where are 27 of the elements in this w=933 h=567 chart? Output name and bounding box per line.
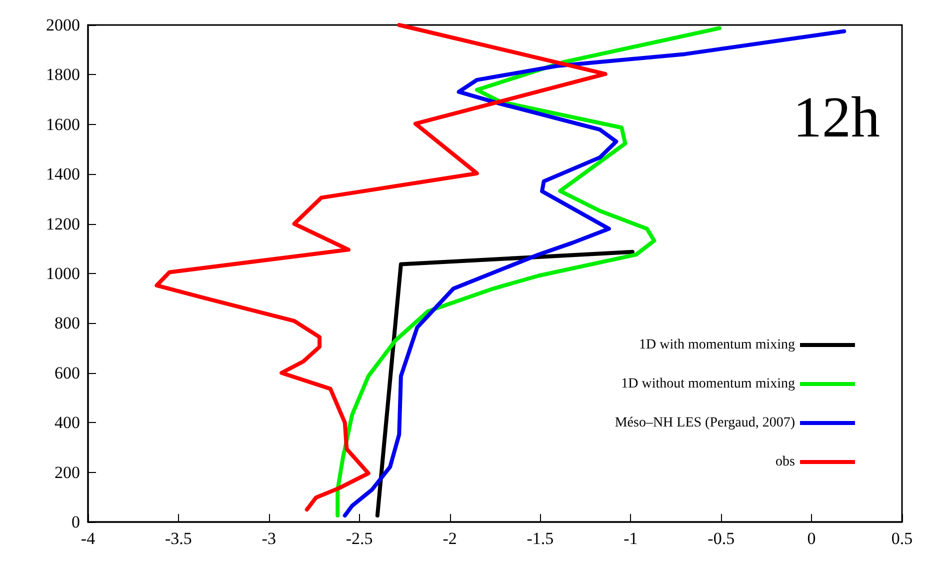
y-tick-label: 200 [54, 462, 80, 482]
x-tick-label: -2 [442, 529, 457, 548]
y-tick-label: 1600 [46, 114, 80, 134]
x-tick-label: -2.5 [346, 529, 373, 548]
y-tick-label: 1800 [46, 65, 80, 84]
y-tick-label: 0 [72, 512, 80, 532]
x-tick-label: -0.5 [708, 529, 735, 548]
x-tick-label: -4 [80, 529, 96, 548]
x-tick-label: -1.5 [526, 529, 554, 548]
annotation: 12h [793, 84, 880, 150]
legend-label: obs [776, 454, 795, 470]
y-tick-label: 1000 [46, 264, 80, 283]
y-tick-label: 800 [54, 314, 80, 333]
x-tick-label: 0.5 [891, 529, 913, 548]
y-tick-label: 1400 [46, 164, 80, 184]
x-tick-label: -3 [262, 529, 276, 548]
legend-label: 1D with momentum mixing [639, 338, 795, 352]
y-tick-label: 600 [54, 363, 80, 382]
x-tick-label: -1 [624, 529, 638, 548]
legend-label: 1D without momentum mixing [621, 376, 795, 392]
x-tick-label: 0 [807, 529, 816, 548]
y-tick-label: 2000 [46, 16, 80, 34]
y-tick-label: 400 [54, 413, 80, 432]
x-tick-label: -3.5 [164, 529, 192, 548]
y-tick-label: 1200 [46, 214, 80, 234]
legend-label: Méso–NH LES (Pergaud, 2007) [614, 416, 796, 430]
line-series [154, 23, 608, 512]
